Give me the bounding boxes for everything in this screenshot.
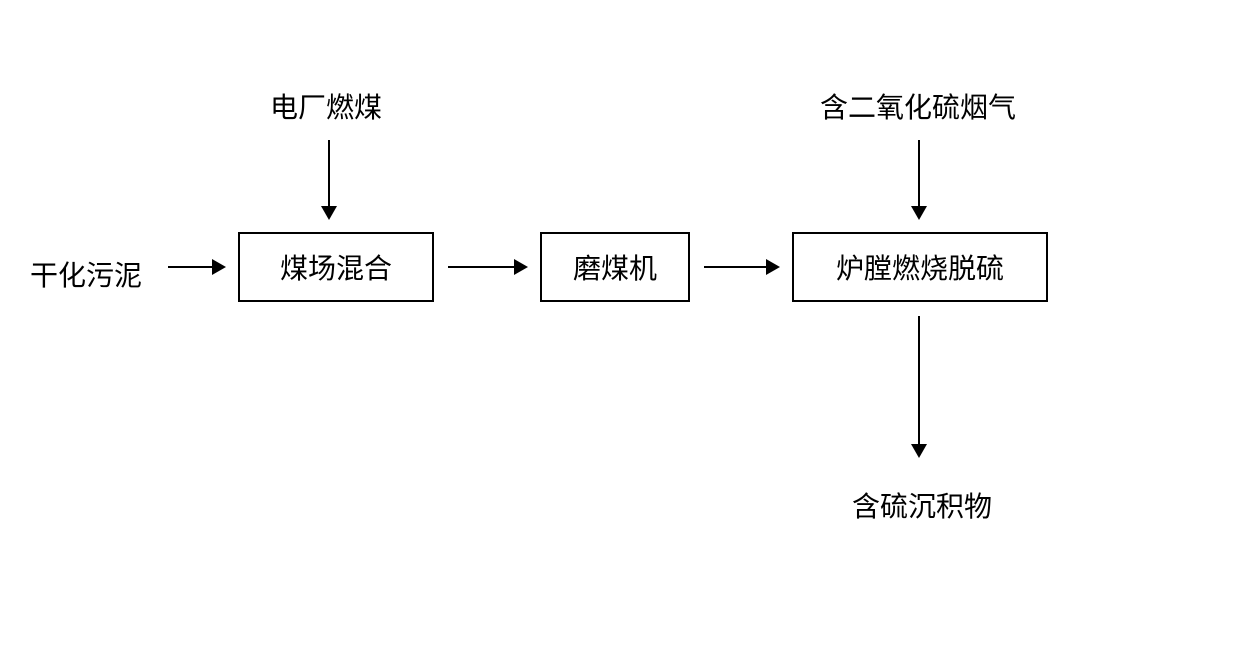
node-box2: 磨煤机 — [540, 232, 690, 302]
arrow-top-to-box3 — [918, 140, 920, 218]
input-top-left-label: 电厂燃煤 — [270, 86, 382, 126]
node-box1-label: 煤场混合 — [280, 247, 392, 287]
input-top-right-label: 含二氧化硫烟气 — [820, 86, 1016, 126]
node-box1: 煤场混合 — [238, 232, 434, 302]
arrow-box3-to-bottom — [918, 316, 920, 456]
node-box2-label: 磨煤机 — [573, 247, 657, 287]
output-bottom-label: 含硫沉积物 — [852, 485, 992, 525]
arrow-box2-to-box3 — [704, 266, 778, 268]
node-box3: 炉膛燃烧脱硫 — [792, 232, 1048, 302]
node-box3-label: 炉膛燃烧脱硫 — [836, 247, 1004, 287]
input-left-label: 干化污泥 — [30, 254, 142, 294]
arrow-left-to-box1 — [168, 266, 224, 268]
arrow-box1-to-box2 — [448, 266, 526, 268]
arrow-top-to-box1 — [328, 140, 330, 218]
